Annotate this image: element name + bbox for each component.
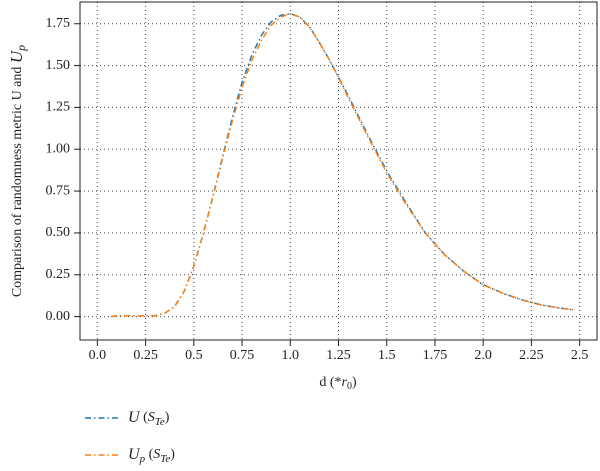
- y-tick-label: 1.50: [46, 58, 71, 73]
- legend-text: (: [145, 447, 154, 462]
- legend-text: p: [139, 453, 146, 465]
- y-tick-label: 0.50: [46, 225, 71, 240]
- legend-text: ): [165, 410, 170, 425]
- y-axis-label: Comparison of randomness metric U and Up: [7, 45, 28, 297]
- y-label-symbol: U: [7, 49, 26, 63]
- x-tick-label: 2.0: [474, 348, 492, 363]
- x-label-text: ): [352, 375, 357, 390]
- y-tick-label: 1.75: [46, 16, 71, 31]
- series-line: [110, 12, 574, 318]
- y-label-subscript: p: [14, 45, 28, 52]
- plot-frame: [79, 1, 598, 341]
- x-tick-label: 0.0: [89, 348, 107, 363]
- series-line: [110, 12, 574, 318]
- x-tick-label: 1.25: [326, 348, 351, 363]
- y-tick-label: 1.25: [46, 100, 71, 115]
- legend-label: U (STe): [128, 409, 170, 428]
- legend-text: ): [170, 447, 175, 462]
- x-label-symbol: r: [342, 375, 348, 390]
- legend-label: Up (STe): [128, 446, 175, 465]
- x-tick-label: 2.5: [571, 348, 589, 363]
- legend-text: U: [128, 409, 141, 426]
- legend: U (STe) Up (STe): [85, 409, 175, 465]
- x-label-subscript: 0: [347, 381, 352, 392]
- legend-text: U: [128, 446, 141, 463]
- y-tick-label: 1.00: [46, 141, 71, 156]
- legend-text: S: [153, 447, 160, 462]
- x-tick-label: 0.25: [133, 348, 158, 363]
- x-label-text: d (*: [319, 375, 341, 390]
- x-axis-label: d (*r0): [319, 375, 357, 392]
- y-tick-label: 0.00: [46, 309, 71, 324]
- legend-text: S: [148, 410, 155, 425]
- x-tick-label: 1.5: [378, 348, 396, 363]
- x-tick-label: 1.0: [282, 348, 300, 363]
- x-tick-label: 0.75: [230, 348, 255, 363]
- legend-text: Te: [155, 416, 165, 428]
- x-tick-label: 2.25: [519, 348, 544, 363]
- legend-text: (: [140, 410, 149, 425]
- x-tick-label: 0.5: [185, 348, 203, 363]
- y-tick-label: 0.75: [46, 183, 71, 198]
- y-label-text: Comparison of randomness metric U and: [10, 63, 25, 297]
- y-tick-label: 0.25: [46, 267, 71, 282]
- x-tick-label: 1.75: [423, 348, 448, 363]
- legend-text: Te: [160, 453, 170, 465]
